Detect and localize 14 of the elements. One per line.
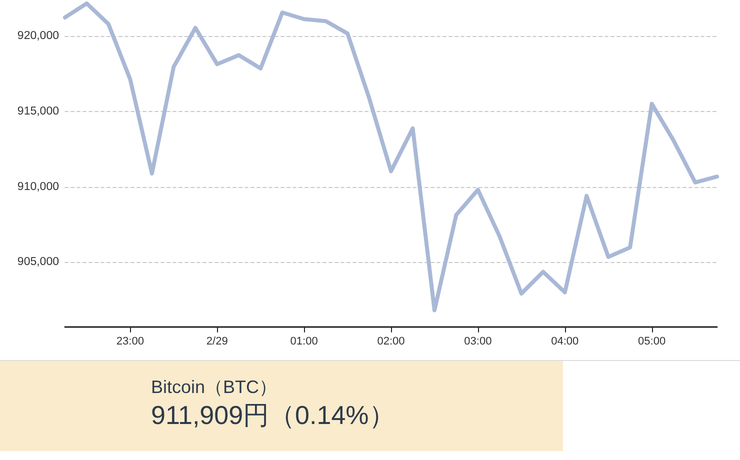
- x-tick-label: 2/29: [206, 336, 228, 348]
- x-tick-label: 04:00: [551, 336, 579, 348]
- x-tick-label: 23:00: [116, 336, 144, 348]
- y-tick-label: 915,000: [17, 106, 59, 118]
- x-tick-label: 01:00: [290, 336, 318, 348]
- text: 911,909円（0.14%）: [151, 400, 395, 430]
- text: Bitcoin（BTC）: [151, 377, 278, 397]
- y-tick-label: 920,000: [17, 30, 59, 42]
- x-tick-label: 02:00: [377, 336, 405, 348]
- x-tick-label: 05:00: [638, 336, 666, 348]
- line-series: [63, 1, 719, 312]
- y-tick-label: 905,000: [17, 256, 59, 268]
- y-tick-label: 910,000: [17, 180, 59, 193]
- x-tick-label: 03:00: [464, 336, 492, 348]
